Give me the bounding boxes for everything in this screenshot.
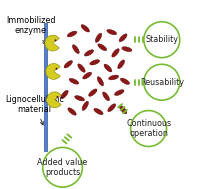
Ellipse shape <box>104 64 112 72</box>
Ellipse shape <box>82 101 88 110</box>
Text: Continuous
operation: Continuous operation <box>126 119 171 138</box>
Wedge shape <box>46 64 60 79</box>
Ellipse shape <box>114 90 124 95</box>
Ellipse shape <box>107 29 117 35</box>
Ellipse shape <box>120 78 130 84</box>
FancyBboxPatch shape <box>44 23 47 151</box>
Ellipse shape <box>83 72 92 79</box>
Ellipse shape <box>89 89 97 96</box>
Ellipse shape <box>72 45 79 53</box>
Text: Lignocellulosic
material: Lignocellulosic material <box>5 94 64 125</box>
Circle shape <box>131 111 166 146</box>
Ellipse shape <box>81 25 89 32</box>
Ellipse shape <box>67 31 77 37</box>
Ellipse shape <box>122 47 132 52</box>
Text: Immobilized
enzyme: Immobilized enzyme <box>6 16 55 44</box>
Ellipse shape <box>98 44 107 51</box>
Circle shape <box>144 22 180 58</box>
Ellipse shape <box>75 96 85 101</box>
Wedge shape <box>45 35 59 51</box>
Circle shape <box>55 39 57 41</box>
FancyBboxPatch shape <box>45 98 49 102</box>
Ellipse shape <box>108 104 116 112</box>
Text: Added value
products: Added value products <box>37 158 88 177</box>
Ellipse shape <box>119 105 127 114</box>
FancyBboxPatch shape <box>45 70 49 73</box>
Circle shape <box>56 68 58 70</box>
Ellipse shape <box>64 60 72 68</box>
Circle shape <box>144 64 180 100</box>
Ellipse shape <box>78 64 85 72</box>
Ellipse shape <box>69 78 79 84</box>
Ellipse shape <box>94 108 103 115</box>
Text: Stability: Stability <box>145 35 178 44</box>
Ellipse shape <box>118 60 125 69</box>
Wedge shape <box>47 92 61 108</box>
Ellipse shape <box>112 49 119 57</box>
Ellipse shape <box>97 77 104 86</box>
Ellipse shape <box>85 50 94 56</box>
Circle shape <box>43 147 82 187</box>
Text: Reusability: Reusability <box>140 78 184 87</box>
Ellipse shape <box>68 108 76 115</box>
Ellipse shape <box>119 34 127 42</box>
Ellipse shape <box>95 33 102 42</box>
Ellipse shape <box>90 60 100 65</box>
Ellipse shape <box>109 75 119 80</box>
Ellipse shape <box>103 92 110 101</box>
FancyBboxPatch shape <box>45 41 49 45</box>
Ellipse shape <box>61 90 68 99</box>
Circle shape <box>57 96 58 98</box>
